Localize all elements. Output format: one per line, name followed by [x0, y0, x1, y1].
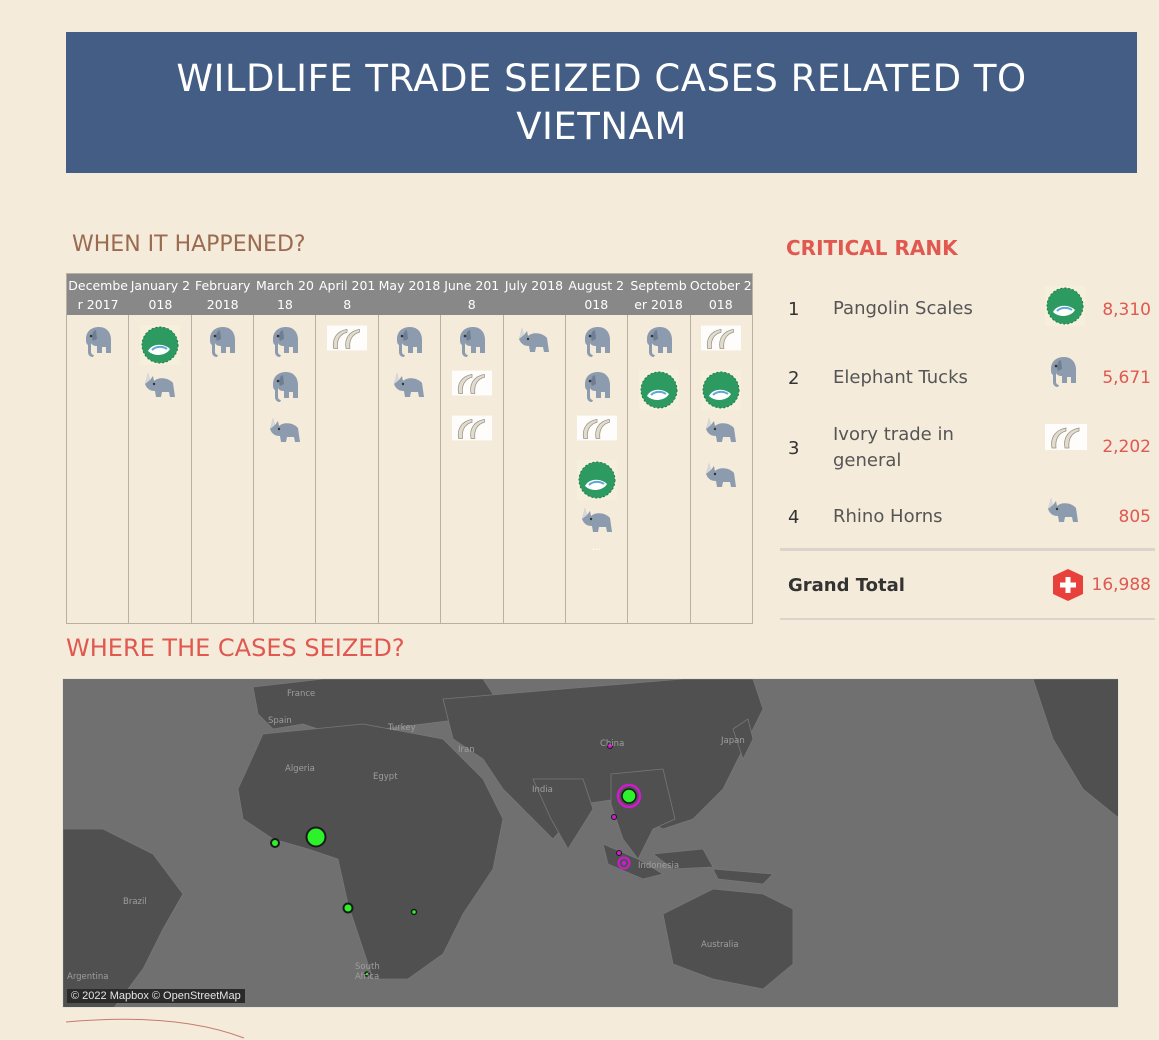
elephant-icon[interactable]	[202, 325, 242, 370]
rhino-icon	[1045, 495, 1091, 541]
map-label: Turkey	[388, 723, 416, 733]
ivory-icon[interactable]	[576, 415, 617, 460]
month-column: ...	[566, 315, 629, 623]
rank-item-name: Ivory trade in general	[833, 424, 954, 471]
ivory-icon[interactable]	[327, 325, 368, 370]
map-label: Brazil	[123, 897, 147, 907]
rank-value: 5,671	[1102, 368, 1151, 388]
map-attribution[interactable]: © 2022 Mapbox © OpenStreetMap	[67, 989, 245, 1003]
rank-item-name: Pangolin Scales	[833, 298, 973, 319]
ivory-icon[interactable]	[451, 370, 492, 415]
divider	[780, 618, 1155, 620]
map-label: India	[532, 785, 553, 795]
rank-item-name: Rhino Horns	[833, 506, 943, 527]
elephant-icon[interactable]	[452, 325, 492, 370]
month-header: December 2017	[68, 278, 128, 312]
pangolin-icon[interactable]	[576, 460, 617, 505]
rank-heading: CRITICAL RANK	[786, 236, 958, 260]
rhino-icon[interactable]	[701, 460, 741, 505]
rank-value: 8,310	[1102, 300, 1151, 320]
month-header: August 2018	[568, 278, 625, 312]
rank-row[interactable]: 3 Ivory trade in general 2,202	[780, 418, 1155, 478]
month-column	[129, 315, 192, 623]
month-column	[379, 315, 442, 623]
rank-number: 3	[788, 438, 800, 459]
map-label: Egypt	[373, 772, 398, 782]
month-column	[441, 315, 504, 623]
month-header: April 2018	[318, 278, 376, 312]
map-label: Algeria	[285, 764, 315, 774]
month-header: June 2018	[444, 278, 500, 312]
divider	[780, 548, 1155, 551]
decorative-curve	[66, 1018, 245, 1039]
pangolin-icon	[1045, 286, 1091, 332]
pangolin-icon[interactable]	[638, 370, 679, 415]
map-label: Spain	[268, 716, 292, 726]
month-header: September 2018	[630, 278, 687, 312]
month-column	[628, 315, 691, 623]
plus-icon	[1051, 568, 1085, 602]
rank-number: 1	[788, 299, 800, 320]
map-landmass	[63, 679, 1118, 1007]
rank-value: 2,202	[1102, 437, 1151, 457]
month-header: February 2018	[194, 278, 251, 312]
rank-row[interactable]: 1 Pangolin Scales 8,310	[780, 280, 1155, 340]
rank-row[interactable]: 4 Rhino Horns 805	[780, 487, 1155, 547]
month-column	[67, 315, 130, 623]
ivory-icon[interactable]	[701, 325, 742, 370]
month-column	[504, 315, 566, 623]
rhino-icon[interactable]	[701, 415, 741, 460]
when-heading: WHEN IT HAPPENED?	[72, 232, 306, 257]
elephant-icon[interactable]	[639, 325, 679, 370]
timeline-header: December 2017 January 2018 February 2018 Ma…	[67, 274, 752, 315]
map-label: China	[600, 739, 625, 749]
ivory-icon	[1045, 424, 1091, 470]
month-header: October 2018	[689, 278, 752, 312]
month-column	[691, 315, 752, 623]
map-label: France	[287, 689, 316, 699]
rank-number: 4	[788, 507, 800, 528]
grand-total-value: 16,988	[1091, 575, 1151, 595]
map-label: Indonesia	[638, 861, 680, 871]
ivory-icon[interactable]	[451, 415, 492, 460]
month-column	[254, 315, 317, 623]
where-heading: WHERE THE CASES SEIZED?	[66, 634, 405, 662]
elephant-icon[interactable]	[577, 370, 617, 415]
grand-total-label: Grand Total	[788, 575, 905, 596]
map-label: Iran	[458, 745, 475, 755]
more-indicator: ...	[591, 542, 602, 553]
month-header: May 2018	[378, 278, 441, 293]
timeline-body: ...	[67, 315, 752, 623]
elephant-icon	[1045, 355, 1091, 401]
map-label: South Africa	[355, 962, 380, 982]
map-label: Australia	[701, 940, 739, 950]
pangolin-icon[interactable]	[701, 370, 742, 415]
rank-value: 805	[1118, 507, 1151, 527]
rhino-icon[interactable]	[389, 370, 429, 415]
elephant-icon[interactable]	[265, 370, 305, 415]
month-column	[316, 315, 379, 623]
title-banner: WILDLIFE TRADE SEIZED CASES RELATED TO V…	[66, 32, 1137, 173]
rank-number: 2	[788, 368, 800, 389]
rhino-icon[interactable]	[140, 370, 180, 415]
timeline-table: December 2017 January 2018 February 2018 Ma…	[66, 273, 753, 624]
elephant-icon[interactable]	[389, 325, 429, 370]
map-label: Argentina	[67, 972, 109, 982]
elephant-icon[interactable]	[577, 325, 617, 370]
rhino-icon[interactable]	[577, 505, 617, 550]
map-label: Japan	[721, 736, 745, 746]
month-header: July 2018	[504, 278, 564, 293]
month-header: March 2018	[255, 278, 314, 312]
month-column	[192, 315, 255, 623]
rhino-icon[interactable]	[265, 415, 305, 460]
month-header: January 2018	[130, 278, 191, 312]
elephant-icon[interactable]	[265, 325, 305, 370]
elephant-icon[interactable]	[78, 325, 118, 370]
page-title: WILDLIFE TRADE SEIZED CASES RELATED TO V…	[176, 56, 1027, 148]
seizure-map[interactable]: France Spain Turkey Iran China Japan Alg…	[62, 678, 1119, 1008]
rank-item-name: Elephant Tucks	[833, 367, 968, 388]
rank-row[interactable]: 2 Elephant Tucks 5,671	[780, 349, 1155, 409]
rhino-icon[interactable]	[514, 325, 554, 370]
pangolin-icon[interactable]	[140, 325, 181, 370]
